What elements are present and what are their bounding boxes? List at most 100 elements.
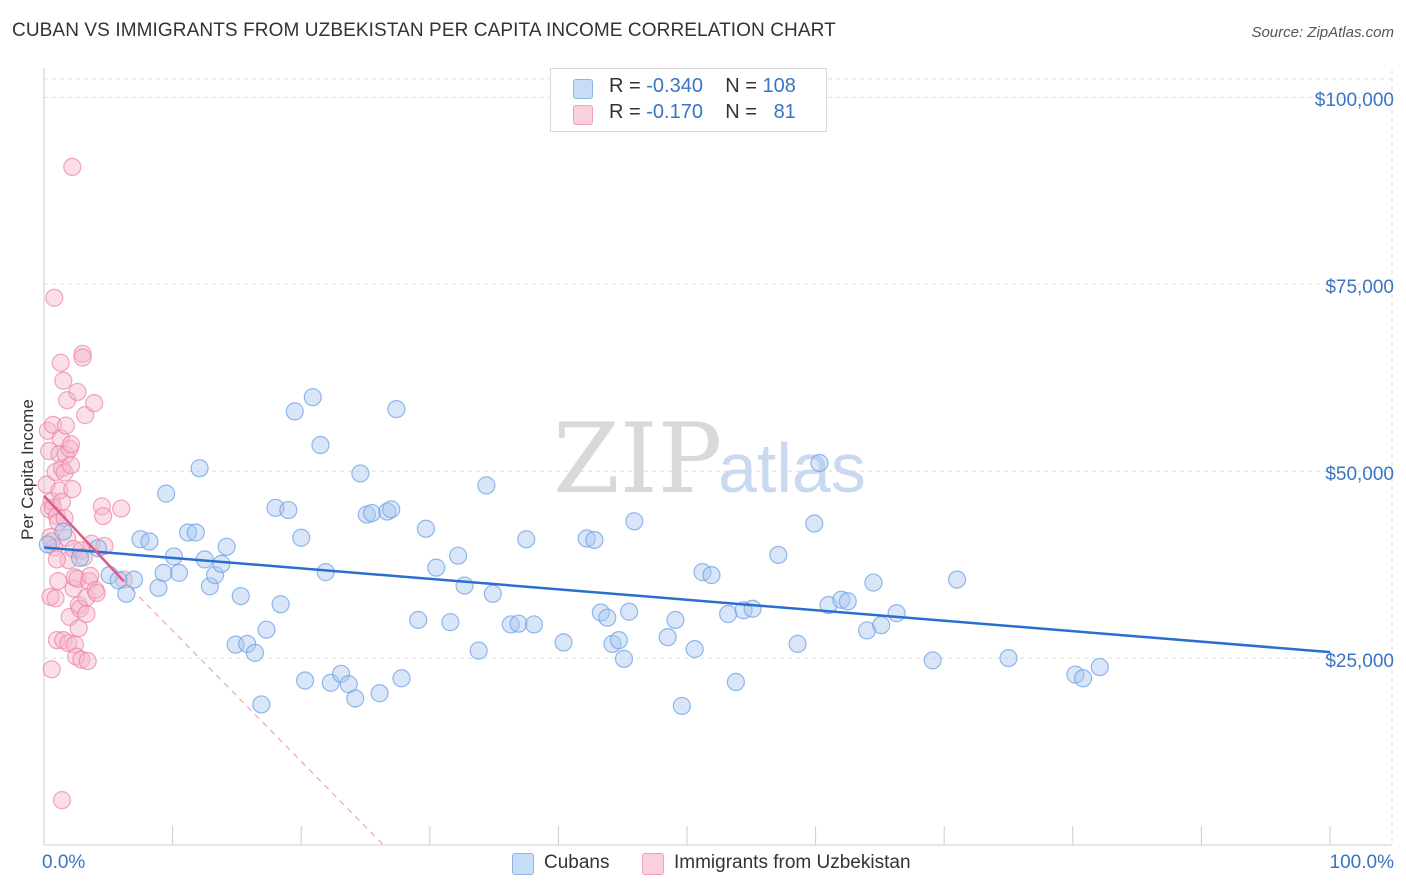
trend-lines <box>43 495 1331 846</box>
uzbekistan-point <box>61 456 81 475</box>
cuban-point <box>947 570 967 589</box>
cuban-point <box>279 500 298 520</box>
cuban-point <box>1073 669 1093 688</box>
cuban-point <box>292 528 311 547</box>
uzbekistan-point <box>81 566 100 585</box>
cuban-point <box>124 570 144 589</box>
cuban-point <box>140 532 159 551</box>
y-tick-label: $100,000 <box>1314 90 1394 112</box>
cuban-point <box>625 512 644 531</box>
cubans-trend-line <box>43 546 1331 654</box>
chart-title: CUBAN VS IMMIGRANTS FROM UZBEKISTAN PER … <box>12 20 836 41</box>
cuban-point <box>483 584 502 603</box>
cuban-point <box>685 640 704 659</box>
legend-r-label: R = <box>609 101 641 123</box>
cuban-point <box>666 610 685 630</box>
cuban-point <box>231 586 250 606</box>
uzbekistan-point <box>92 497 111 516</box>
cuban-point <box>441 613 460 632</box>
cuban-point <box>769 545 788 565</box>
cuban-point <box>872 616 891 635</box>
cuban-point <box>351 464 370 483</box>
cuban-point <box>620 602 639 621</box>
cuban-point <box>109 571 128 590</box>
y-tick-label: $75,000 <box>1325 277 1394 299</box>
cuban-point <box>427 558 446 577</box>
cuban-point <box>362 503 382 523</box>
uzbekistan-point <box>73 348 92 367</box>
cuban-point <box>672 696 691 716</box>
cuban-point <box>382 500 401 519</box>
cuban-point <box>658 628 677 647</box>
uzbekistan-point <box>56 416 75 435</box>
cuban-point <box>387 400 406 419</box>
uzbekistan-point <box>49 571 68 591</box>
cuban-point <box>832 590 851 609</box>
cuban-point <box>448 546 468 565</box>
cuban-point <box>609 631 628 650</box>
uzbekistan-point <box>63 480 82 499</box>
legend-swatch-uzbekistan <box>573 105 593 125</box>
bottom-legend-label-uzbekistan: Immigrants from Uzbekistan <box>674 852 911 873</box>
cuban-point <box>743 599 762 618</box>
cuban-point <box>501 615 520 634</box>
uzbekistan-point <box>54 631 73 650</box>
cuban-point <box>864 573 883 592</box>
cuban-point <box>469 641 488 660</box>
uzbekistan-point <box>77 604 96 624</box>
uzbekistan-point <box>42 660 61 679</box>
uzbekistan-point <box>47 631 66 650</box>
cuban-point <box>212 554 231 573</box>
cuban-point <box>416 519 436 538</box>
legend-swatch-cubans <box>573 79 593 99</box>
source-label: Source: ZipAtlas.com <box>1251 24 1394 41</box>
uzbekistan-point <box>47 550 66 569</box>
legend-n-label: N = <box>725 101 757 123</box>
uzbekistan-trend-line <box>43 495 125 582</box>
legend-n-label: N = <box>725 75 757 97</box>
cuban-point <box>200 577 219 596</box>
uzbekistan-point <box>54 371 73 390</box>
legend-n-value: 108 <box>762 75 796 97</box>
uzbekistan-point <box>52 791 72 810</box>
cuban-point <box>887 604 906 623</box>
grid-lines <box>44 70 1393 845</box>
cuban-point <box>524 615 544 634</box>
y-tick-label: $50,000 <box>1325 464 1394 486</box>
uzbekistan-point <box>55 463 74 482</box>
cuban-point <box>614 649 634 668</box>
cuban-point <box>788 634 807 653</box>
bottom-legend-swatch-cubans <box>512 853 534 875</box>
axes <box>43 68 1392 846</box>
cuban-point <box>285 402 304 421</box>
cuban-point <box>157 484 176 503</box>
cuban-point <box>1090 657 1109 677</box>
cuban-point <box>346 689 365 708</box>
cuban-point <box>923 651 942 670</box>
uzbekistan-point <box>85 394 104 413</box>
x-tick-label-min: 0.0% <box>42 852 86 873</box>
cuban-point <box>477 476 496 495</box>
correlation-legend: R = -0.340 N = 108 R = -0.170 N = 81 <box>550 68 827 132</box>
cuban-point <box>392 669 411 688</box>
x-tick-label-max: 100.0% <box>1329 852 1394 873</box>
cuban-point <box>838 592 857 611</box>
uzbekistan-point <box>87 583 106 603</box>
bottom-legend-swatch-uzbekistan <box>642 853 664 875</box>
uzbekistan-point <box>63 157 82 177</box>
cuban-point <box>257 620 276 639</box>
cuban-point <box>554 633 573 652</box>
cuban-point <box>517 530 536 549</box>
uzbekistan-point <box>68 382 87 402</box>
legend-n-value: 81 <box>773 101 796 123</box>
uzbekistan-point <box>112 499 131 518</box>
legend-r-value: -0.170 <box>646 101 703 123</box>
cuban-point <box>509 614 528 633</box>
cuban-point <box>719 604 738 624</box>
watermark-zip: ZIP <box>553 403 722 515</box>
uzbekistan-point <box>72 650 91 669</box>
legend-r-label: R = <box>609 75 641 97</box>
cuban-point <box>117 584 136 603</box>
uzbekistan-point <box>78 651 97 671</box>
